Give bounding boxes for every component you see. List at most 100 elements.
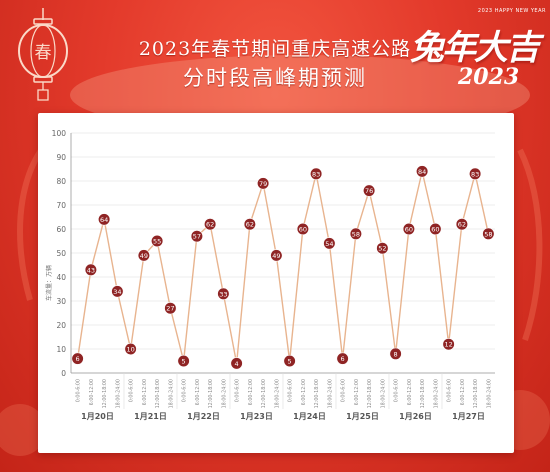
- data-point: [349, 227, 362, 240]
- series-line: [76, 171, 490, 364]
- x-tick-label: 18:00-24:00: [115, 379, 121, 408]
- data-point: [442, 338, 455, 351]
- data-label: 84: [418, 168, 426, 176]
- data-point: [283, 354, 296, 368]
- data-point: [84, 263, 97, 276]
- data-point: [270, 249, 283, 262]
- data-label: 6: [76, 355, 80, 363]
- x-tick-label: 0:00-6:00: [394, 379, 400, 402]
- data-point: [323, 237, 336, 250]
- data-point: [98, 213, 111, 226]
- data-label: 12: [444, 341, 452, 349]
- data-point: [124, 342, 137, 356]
- data-label: 60: [405, 226, 413, 234]
- x-tick-label: 6:00-12:00: [407, 379, 413, 405]
- x-tick-label: 6:00-12:00: [142, 379, 148, 405]
- data-label: 5: [288, 358, 292, 366]
- data-point: [137, 249, 150, 262]
- data-point: [190, 230, 203, 243]
- data-label: 64: [100, 216, 108, 224]
- x-tick-label: 12:00-18:00: [473, 379, 479, 408]
- x-tick-label: 0:00-6:00: [235, 379, 241, 402]
- y-tick-label: 30: [56, 297, 66, 306]
- x-tick-label: 18:00-24:00: [486, 379, 492, 408]
- data-label: 52: [378, 245, 386, 253]
- data-label: 76: [365, 187, 373, 195]
- day-label: 1月23日: [240, 412, 273, 421]
- x-tick-label: 18:00-24:00: [168, 379, 174, 408]
- data-point: [204, 218, 217, 231]
- title-line-2: 分时段高峰期预测: [183, 66, 367, 90]
- data-label: 49: [272, 252, 280, 260]
- data-point: [416, 165, 429, 178]
- y-axis-label: 车流量：万辆: [45, 265, 53, 301]
- y-tick-label: 90: [56, 153, 66, 162]
- data-label: 62: [246, 221, 254, 229]
- data-point: [230, 357, 243, 370]
- lantern-icon: 春: [18, 8, 68, 101]
- day-label: 1月22日: [187, 412, 220, 421]
- lantern-character: 春: [35, 43, 52, 63]
- x-tick-label: 0:00-6:00: [129, 379, 135, 402]
- x-tick-label: 12:00-18:00: [261, 379, 267, 408]
- data-label: 62: [458, 221, 466, 229]
- y-tick-label: 0: [61, 369, 66, 378]
- data-point: [296, 222, 309, 236]
- data-point: [164, 302, 177, 315]
- data-label: 83: [312, 170, 320, 178]
- x-tick-label: 12:00-18:00: [102, 379, 108, 408]
- data-point: [257, 177, 270, 190]
- line-chart: 0 10 20 30 40 50 60 70 80 90 100 车流量：万辆 0:00-6:00 6:0…: [45, 129, 495, 421]
- x-tick-label: 12:00-18:00: [314, 379, 320, 408]
- x-tick-label: 0:00-6:00: [182, 379, 188, 402]
- day-label: 1月26日: [399, 412, 432, 421]
- day-label: 1月27日: [452, 412, 485, 421]
- data-point: [455, 218, 468, 231]
- data-point: [111, 285, 124, 298]
- data-point: [469, 167, 482, 180]
- x-tick-label: 0:00-6:00: [288, 379, 294, 402]
- data-label: 79: [259, 180, 267, 188]
- data-point: [482, 227, 495, 240]
- data-label: 43: [87, 266, 95, 274]
- data-point: [402, 222, 415, 236]
- x-tick-label: 0:00-6:00: [341, 379, 347, 402]
- data-label: 27: [166, 305, 174, 313]
- x-tick-label: 6:00-12:00: [248, 379, 254, 405]
- data-point: [243, 218, 256, 231]
- data-label: 62: [206, 221, 214, 229]
- x-tick-label: 6:00-12:00: [89, 379, 95, 405]
- decoration-small-text: 2023 HAPPY NEW YEAR: [477, 8, 546, 14]
- new-year-decoration: 2023 HAPPY NEW YEAR 兔年大吉 2023: [396, 8, 546, 100]
- x-tick-label: 6:00-12:00: [195, 379, 201, 405]
- x-tick-label: 0:00-6:00: [447, 379, 453, 402]
- y-tick-label: 50: [56, 249, 66, 258]
- x-tick-label: 0:00-6:00: [76, 379, 82, 402]
- data-point: [217, 287, 230, 300]
- data-point: [389, 347, 402, 360]
- data-point: [177, 354, 190, 368]
- day-label: 1月20日: [81, 412, 114, 421]
- data-label: 4: [235, 360, 239, 368]
- data-label: 58: [484, 230, 492, 238]
- data-label: 10: [126, 346, 134, 354]
- data-label: 6: [341, 355, 345, 363]
- chart-panel: 0 10 20 30 40 50 60 70 80 90 100 车流量：万辆 0:00-6:00 6:0…: [38, 113, 514, 453]
- y-tick-label: 80: [56, 177, 66, 186]
- x-tick-label: 12:00-18:00: [155, 379, 161, 408]
- data-point: [310, 167, 323, 180]
- day-label: 1月21日: [134, 412, 167, 421]
- data-point: [151, 234, 164, 248]
- data-point: [429, 222, 442, 236]
- day-label: 1月25日: [346, 412, 379, 421]
- x-tick-label: 6:00-12:00: [301, 379, 307, 405]
- data-label: 55: [153, 238, 161, 246]
- y-tick-label: 10: [56, 345, 66, 354]
- y-tick-label: 70: [56, 201, 66, 210]
- x-tick-label: 6:00-12:00: [460, 379, 466, 405]
- x-tick-label: 18:00-24:00: [433, 379, 439, 408]
- data-label: 83: [471, 170, 479, 178]
- y-tick-label: 40: [56, 273, 66, 282]
- data-label: 58: [352, 230, 360, 238]
- decoration-calligraphy: 兔年大吉: [410, 28, 540, 68]
